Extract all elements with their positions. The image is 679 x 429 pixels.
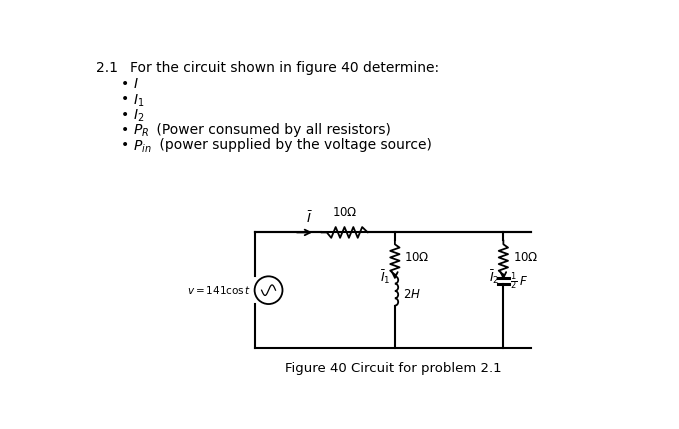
Text: •: • bbox=[121, 92, 129, 106]
Text: $I_2$: $I_2$ bbox=[133, 108, 144, 124]
Text: 2.1: 2.1 bbox=[96, 61, 117, 75]
Text: •: • bbox=[121, 108, 129, 122]
Text: For the circuit shown in figure 40 determine:: For the circuit shown in figure 40 deter… bbox=[130, 61, 439, 75]
Text: $I_1$: $I_1$ bbox=[133, 92, 144, 109]
Text: (Power consumed by all resistors): (Power consumed by all resistors) bbox=[151, 123, 390, 137]
Text: $\bar{I}$: $\bar{I}$ bbox=[306, 211, 312, 226]
Text: $\bar{I}_1$: $\bar{I}_1$ bbox=[380, 268, 391, 286]
Text: •: • bbox=[121, 139, 129, 152]
Text: Figure 40 Circuit for problem 2.1: Figure 40 Circuit for problem 2.1 bbox=[285, 362, 501, 375]
Text: •: • bbox=[121, 77, 129, 91]
Text: $\bar{I}_2$: $\bar{I}_2$ bbox=[489, 268, 500, 286]
Text: $2H$: $2H$ bbox=[403, 287, 420, 301]
Text: $10\Omega$: $10\Omega$ bbox=[404, 251, 430, 264]
Text: $P_{in}$: $P_{in}$ bbox=[133, 139, 151, 155]
Text: (power supplied by the voltage source): (power supplied by the voltage source) bbox=[155, 139, 431, 152]
Text: $F$: $F$ bbox=[519, 275, 528, 288]
Text: $P_R$: $P_R$ bbox=[133, 123, 149, 139]
Text: •: • bbox=[121, 123, 129, 137]
Text: $10\Omega$: $10\Omega$ bbox=[513, 251, 538, 264]
Text: $I$: $I$ bbox=[133, 77, 139, 91]
Text: $10\Omega$: $10\Omega$ bbox=[332, 205, 357, 218]
Text: $\frac{1}{2}$: $\frac{1}{2}$ bbox=[509, 270, 517, 292]
Text: $v = 141\cos t$: $v = 141\cos t$ bbox=[187, 284, 251, 296]
